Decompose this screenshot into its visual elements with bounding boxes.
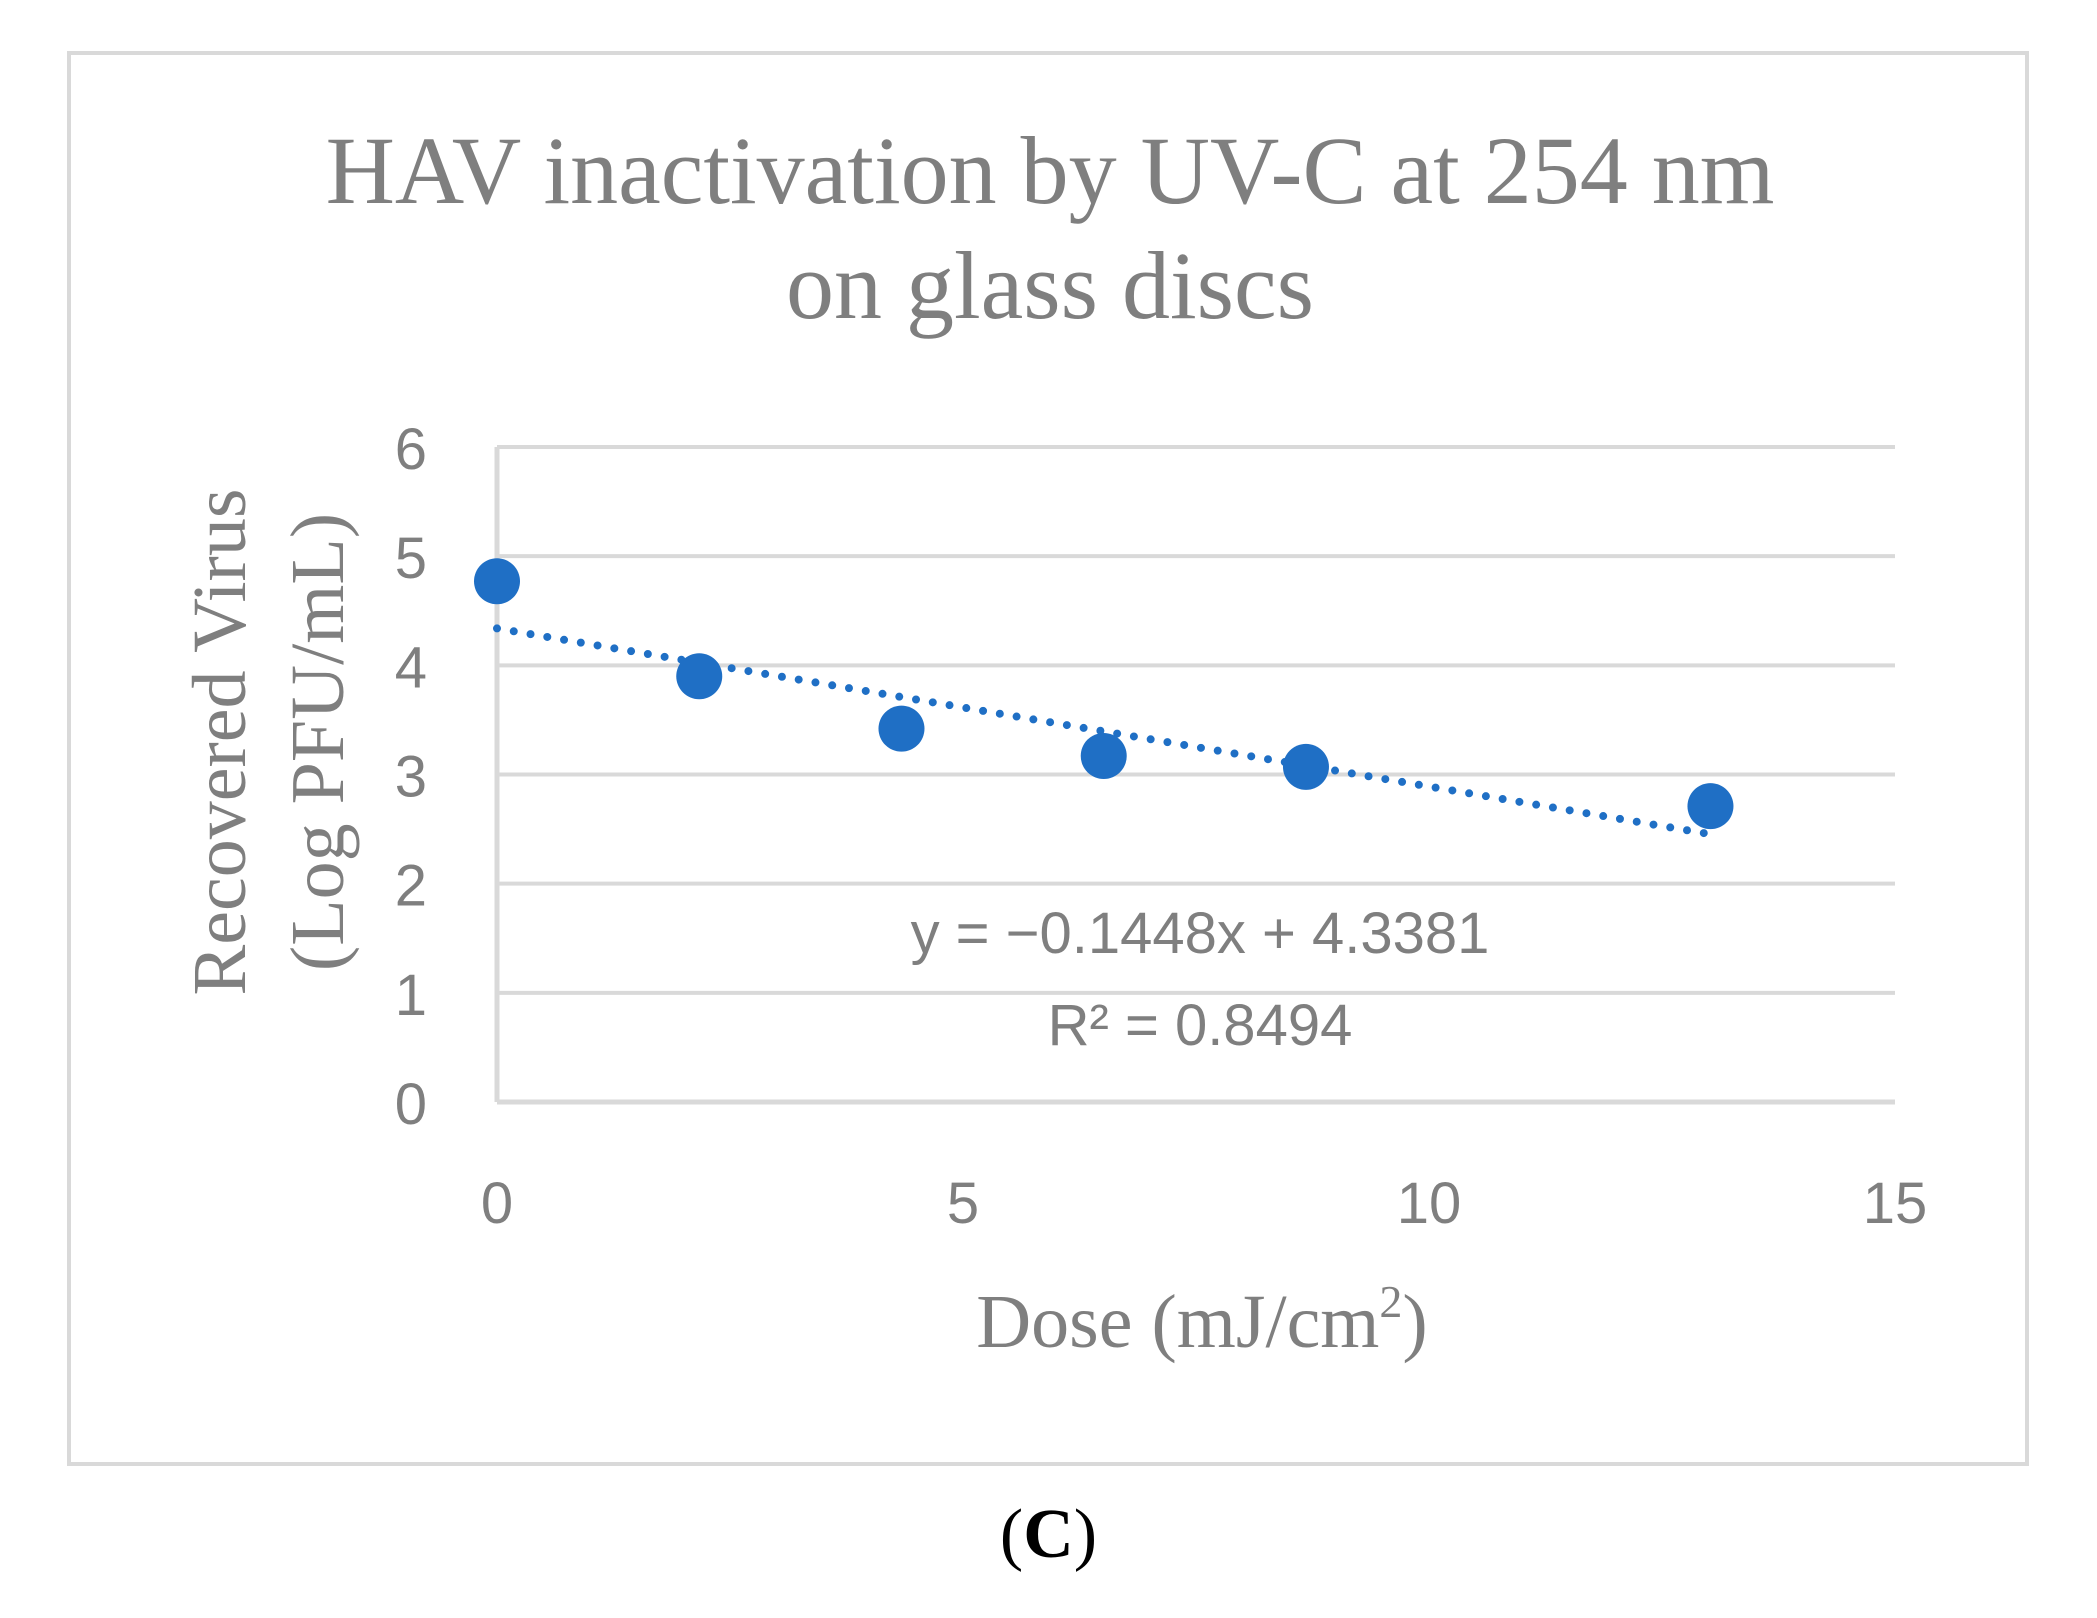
panel-label-letter: C	[1023, 1496, 1074, 1573]
x-axis-label-close: )	[1402, 1280, 1427, 1364]
data-point	[676, 653, 723, 700]
point-layer	[474, 558, 1734, 830]
x-axis-label-sup: 2	[1379, 1276, 1402, 1327]
x-axis-label-main: Dose (mJ/cm	[976, 1280, 1379, 1364]
y-tick-label: 0	[395, 1072, 427, 1137]
tick-layer: 0 1 2 3 4 5 6 0 5 10 15	[395, 417, 1928, 1236]
data-point	[878, 705, 925, 752]
x-tick-label: 0	[481, 1171, 513, 1236]
axis-layer	[494, 447, 1895, 1105]
y-tick-label: 6	[395, 417, 427, 482]
panel-label: (C)	[0, 1495, 2097, 1575]
x-tick-label: 15	[1863, 1171, 1928, 1236]
grid-layer	[497, 445, 1895, 995]
x-axis-label: Dose (mJ/cm2)	[976, 1276, 1427, 1364]
trend-layer	[493, 624, 1715, 839]
panel-label-open: (	[999, 1496, 1024, 1573]
y-axis-label-line1: Recovered Virus	[178, 489, 262, 996]
chart-title-line1: HAV inactivation by UV-C at 254 nm	[326, 117, 1775, 224]
trendline	[493, 624, 1715, 839]
chart-title-line2: on glass discs	[786, 232, 1314, 339]
y-tick-label: 3	[395, 745, 427, 810]
x-tick-label: 10	[1397, 1171, 1462, 1236]
trendline-r2: R² = 0.8494	[1048, 993, 1353, 1058]
chart-frame	[67, 51, 2029, 1466]
data-point	[1687, 783, 1734, 830]
x-tick-label: 5	[947, 1171, 979, 1236]
y-tick-label: 4	[395, 635, 427, 700]
y-tick-label: 2	[395, 854, 427, 919]
y-tick-label: 1	[395, 963, 427, 1028]
data-point	[474, 558, 520, 605]
data-point	[1282, 743, 1329, 790]
panel-label-close: )	[1073, 1496, 1098, 1573]
trendline-equation: y = −0.1448x + 4.3381	[911, 901, 1490, 966]
y-tick-label: 5	[395, 526, 427, 591]
y-axis-label-line2: (Log PFU/mL)	[276, 513, 360, 971]
data-point	[1080, 732, 1127, 779]
